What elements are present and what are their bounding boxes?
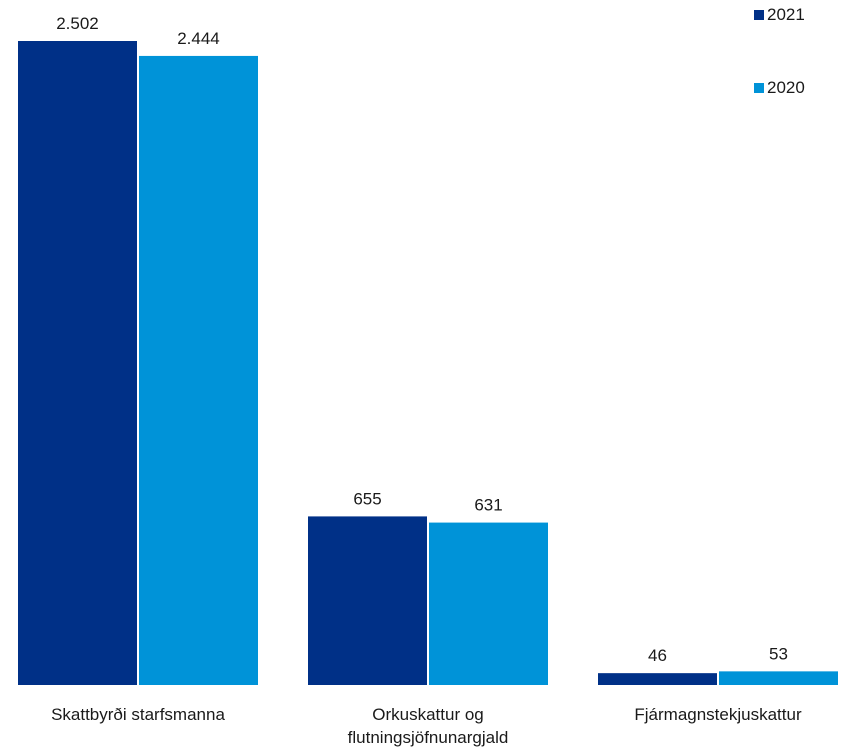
value-label-2020-3: 53 [769,644,788,663]
legend-swatch-2020 [754,83,764,93]
value-labels-group: 2.502 2.444 655 631 46 53 [56,14,788,665]
bar-2020-2 [429,522,548,685]
category-label-2-line-2: flutningsjöfnunargjald [348,728,509,747]
legend-swatch-2021 [754,10,764,20]
bar-2020-1 [139,55,258,686]
legend-label-2021: 2021 [767,5,805,24]
bar-2021-1 [18,41,137,685]
bar-2021-2 [308,516,427,685]
value-label-2021-3: 46 [648,646,667,665]
category-label-2-line-1: Orkuskattur og [372,705,484,724]
bar-2020-3 [719,671,838,685]
value-label-2020-2: 631 [474,496,502,515]
bars-group [18,41,838,686]
legend: 2021 2020 [754,5,805,97]
category-label-3-line-1: Fjármagnstekjuskattur [634,705,802,724]
legend-label-2020: 2020 [767,78,805,97]
bar-2021-3 [598,673,717,685]
value-label-2021-1: 2.502 [56,14,99,33]
category-labels-group: Skattbyrði starfsmanna Orkuskattur og flut… [51,705,802,747]
value-label-2020-1: 2.444 [177,29,220,48]
category-label-1-line-1: Skattbyrði starfsmanna [51,705,225,724]
value-label-2021-2: 655 [353,489,381,508]
